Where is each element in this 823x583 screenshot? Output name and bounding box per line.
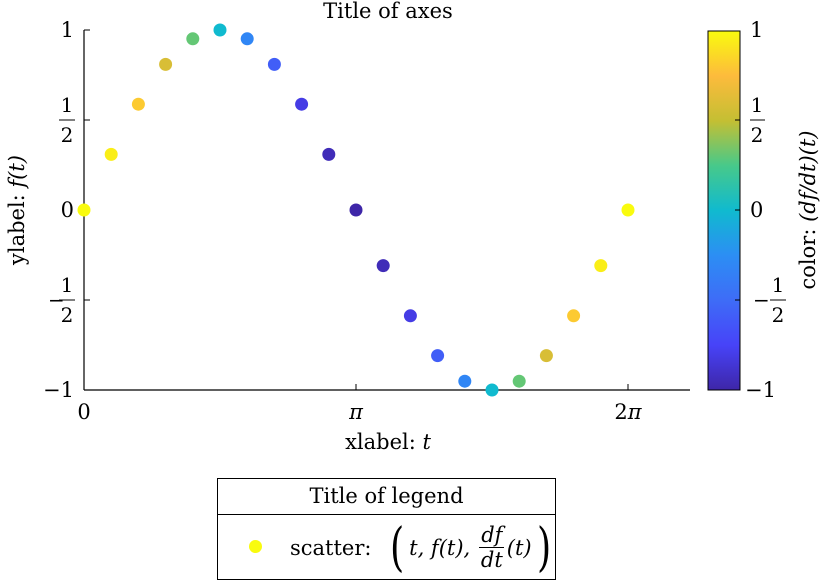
svg-text:2: 2 <box>772 303 785 327</box>
scatter-point <box>621 203 635 217</box>
scatter-point <box>431 349 445 363</box>
scatter-point <box>539 349 553 363</box>
scatter-point <box>403 309 417 323</box>
legend-title: Title of legend <box>218 479 555 515</box>
legend-entry: scatter: ( t, f(t), df dt (t) ) <box>218 515 555 580</box>
svg-text:−1: −1 <box>745 378 776 402</box>
legend-marker-icon <box>249 540 262 553</box>
y-tick-label-0: 0 <box>61 198 74 222</box>
scatter-point <box>349 203 363 217</box>
scatter-point <box>267 57 281 71</box>
scatter-point <box>77 203 91 217</box>
y-tick-label-1: 1 <box>61 18 74 42</box>
scatter-points <box>77 23 635 397</box>
y-ticks <box>84 29 90 301</box>
x-tick-labels: 0 π 2π <box>77 400 642 424</box>
x-axis-label: xlabel: t <box>345 430 431 454</box>
svg-text:−: − <box>48 288 65 312</box>
y-tick-labels: 1 1 2 0 − 1 2 −1 <box>43 18 75 402</box>
scatter-point <box>512 374 526 388</box>
y-axis-label: ylabel: f(t) <box>5 155 29 266</box>
scatter-point <box>322 147 336 161</box>
svg-text:2: 2 <box>61 123 74 147</box>
scatter-point <box>295 97 309 111</box>
svg-text:2: 2 <box>61 303 74 327</box>
legend-entry-label: scatter: ( t, f(t), df dt (t) ) <box>290 517 551 578</box>
svg-text:1: 1 <box>61 93 74 117</box>
scatter-point <box>131 97 145 111</box>
legend: Title of legend scatter: ( t, f(t), df dt… <box>217 478 556 580</box>
axes <box>83 29 690 391</box>
svg-text:1: 1 <box>61 273 74 297</box>
svg-text:1: 1 <box>751 93 764 117</box>
scatter-point <box>594 259 608 273</box>
scatter-point <box>485 383 499 397</box>
y-tick-label-minus1: −1 <box>43 378 74 402</box>
x-ticks <box>355 384 629 390</box>
colorbar-tick-labels: 1 1 2 0 − 1 2 −1 <box>745 18 786 402</box>
svg-text:0: 0 <box>77 400 90 424</box>
svg-text:2: 2 <box>751 123 764 147</box>
svg-text:0: 0 <box>750 198 763 222</box>
scatter-point <box>567 309 581 323</box>
svg-text:1: 1 <box>772 273 785 297</box>
scatter-point <box>213 23 227 37</box>
colorbar: 1 1 2 0 − 1 2 −1 color: (df/dt)(t) <box>707 18 820 402</box>
colorbar-gradient <box>707 30 741 391</box>
axes-title: Title of axes <box>323 0 453 23</box>
scatter-point <box>186 32 200 46</box>
scatter-point <box>240 32 254 46</box>
scatter-point <box>159 57 173 71</box>
svg-text:π: π <box>348 400 364 424</box>
svg-text:−: − <box>753 288 770 312</box>
colorbar-label: color: (df/dt)(t) <box>796 131 820 290</box>
scatter-point <box>458 374 472 388</box>
svg-text:1: 1 <box>750 18 763 42</box>
colorbar-ticks <box>735 119 740 301</box>
scatter-point <box>376 259 390 273</box>
svg-text:2π: 2π <box>614 400 642 424</box>
scatter-point <box>104 147 118 161</box>
